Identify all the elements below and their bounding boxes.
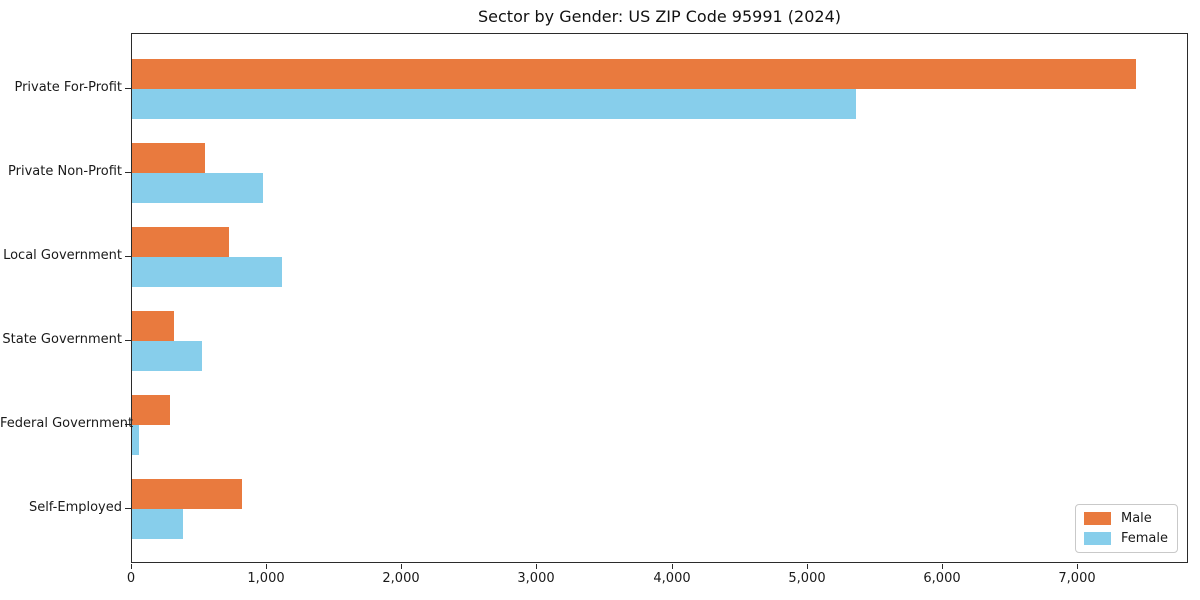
y-axis-tick [125,172,131,173]
bar-male-private-non-profit [132,143,205,173]
chart-title: Sector by Gender: US ZIP Code 95991 (202… [478,7,841,26]
legend-item-male: Male [1083,511,1168,526]
legend-item-female: Female [1083,531,1168,546]
bar-male-self-employed [132,479,242,509]
legend-label-male: Male [1120,511,1152,526]
x-axis-tick-label: 3,000 [517,571,555,586]
y-axis-tick [125,340,131,341]
bar-male-federal-government [132,395,170,425]
x-axis-tick [942,564,943,569]
legend-swatch-male [1083,512,1111,525]
legend-swatch-female [1083,532,1111,545]
y-axis-label-self-employed: Self-Employed [28,500,122,515]
y-axis-label-private-non-profit: Private Non-Profit [8,164,122,179]
x-axis-tick [131,564,132,569]
bar-female-federal-government [132,425,139,455]
bar-female-local-government [132,257,282,287]
x-axis-tick-label: 0 [126,571,136,586]
x-axis-tick-label: 7,000 [1058,571,1096,586]
legend: Male Female [1074,504,1178,553]
x-axis-tick [401,564,402,569]
x-axis-tick-label: 5,000 [788,571,826,586]
y-axis-label-private-for-profit: Private For-Profit [14,80,122,95]
x-axis-tick [1077,564,1078,569]
x-axis-tick [807,564,808,569]
y-axis-label-state-government: State Government [2,332,122,347]
y-axis-label-local-government: Local Government [3,248,122,263]
y-axis-tick [125,508,131,509]
legend-label-female: Female [1120,531,1168,546]
x-axis-tick-label: 1,000 [247,571,285,586]
y-axis-tick [125,424,131,425]
bar-female-private-non-profit [132,173,263,203]
bar-male-private-for-profit [132,59,1136,89]
bar-female-self-employed [132,509,183,539]
bar-male-state-government [132,311,174,341]
y-axis-label-federal-government: Federal Government [0,416,134,431]
bar-female-state-government [132,341,202,371]
bar-female-private-for-profit [132,89,856,119]
x-axis-tick-label: 6,000 [923,571,961,586]
y-axis-tick [125,256,131,257]
x-axis-tick [266,564,267,569]
x-axis-tick-label: 4,000 [653,571,691,586]
y-axis-tick [125,88,131,89]
bar-male-local-government [132,227,229,257]
x-axis-tick [672,564,673,569]
plot-area: Male Female [131,33,1188,563]
x-axis-tick-label: 2,000 [382,571,420,586]
x-axis-tick [536,564,537,569]
